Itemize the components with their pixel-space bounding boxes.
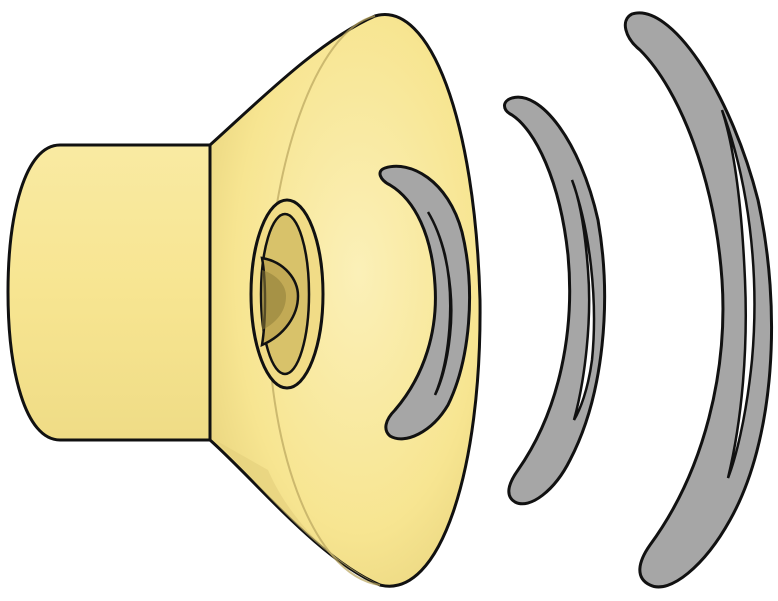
sound-wave-small bbox=[378, 164, 472, 441]
sound-wave-large bbox=[623, 11, 774, 589]
speaker-driver bbox=[249, 198, 325, 390]
speaker-body bbox=[6, 143, 217, 442]
sound-wave-medium bbox=[503, 95, 607, 506]
